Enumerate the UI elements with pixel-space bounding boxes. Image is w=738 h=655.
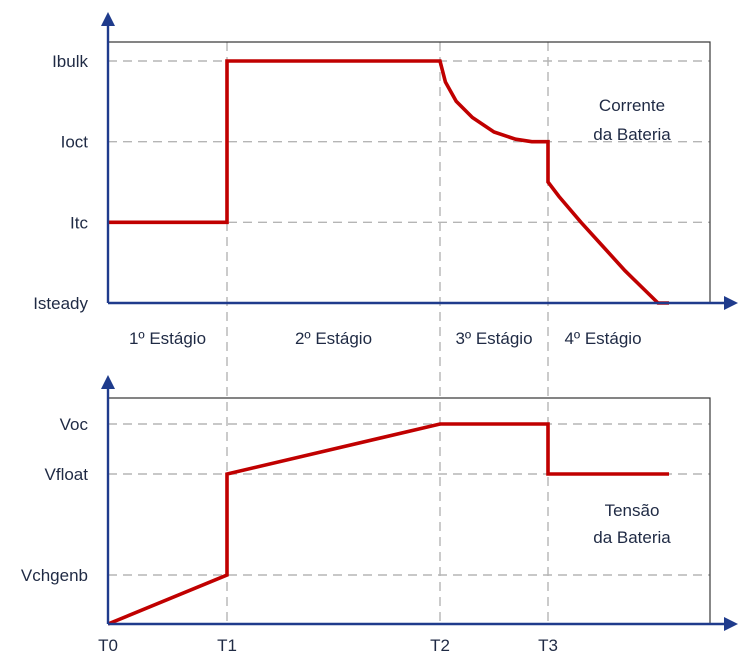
y-tick-label: Ioct <box>61 133 89 152</box>
x-tick-label: T2 <box>430 636 450 655</box>
x-tick-label: T3 <box>538 636 558 655</box>
curves <box>107 59 669 626</box>
y-tick-label: Vchgenb <box>21 566 88 585</box>
stage-label: 1º Estágio <box>129 329 206 348</box>
stage-label: 3º Estágio <box>455 329 532 348</box>
y-axis-arrow <box>101 12 115 26</box>
y-tick-label: Itc <box>70 213 88 232</box>
annotation-label: da Bateria <box>593 125 671 144</box>
axes <box>101 12 738 631</box>
y-tick-label: Voc <box>60 415 89 434</box>
x-tick-label: T0 <box>98 636 118 655</box>
series-line <box>107 422 669 626</box>
annotation-label: da Bateria <box>593 528 671 547</box>
stage-label: 2º Estágio <box>295 329 372 348</box>
plot-frames <box>108 41 711 624</box>
y-tick-label: Ibulk <box>52 52 88 71</box>
plot-frame <box>108 41 711 303</box>
labels: Isteady Itc Ioct Ibulk Corrente da Bateria 1º … <box>21 52 671 655</box>
y-axis-arrow <box>101 375 115 389</box>
annotation-label: Corrente <box>599 96 665 115</box>
stage-label: 4º Estágio <box>564 329 641 348</box>
series-line <box>108 59 669 305</box>
annotation-label: Tensão <box>605 501 660 520</box>
plot-frame <box>108 397 711 624</box>
x-axis-arrow <box>724 617 738 631</box>
x-axis-arrow <box>724 296 738 310</box>
x-tick-label: T1 <box>217 636 237 655</box>
y-tick-label: Isteady <box>33 294 88 313</box>
y-tick-label: Vfloat <box>45 465 89 484</box>
